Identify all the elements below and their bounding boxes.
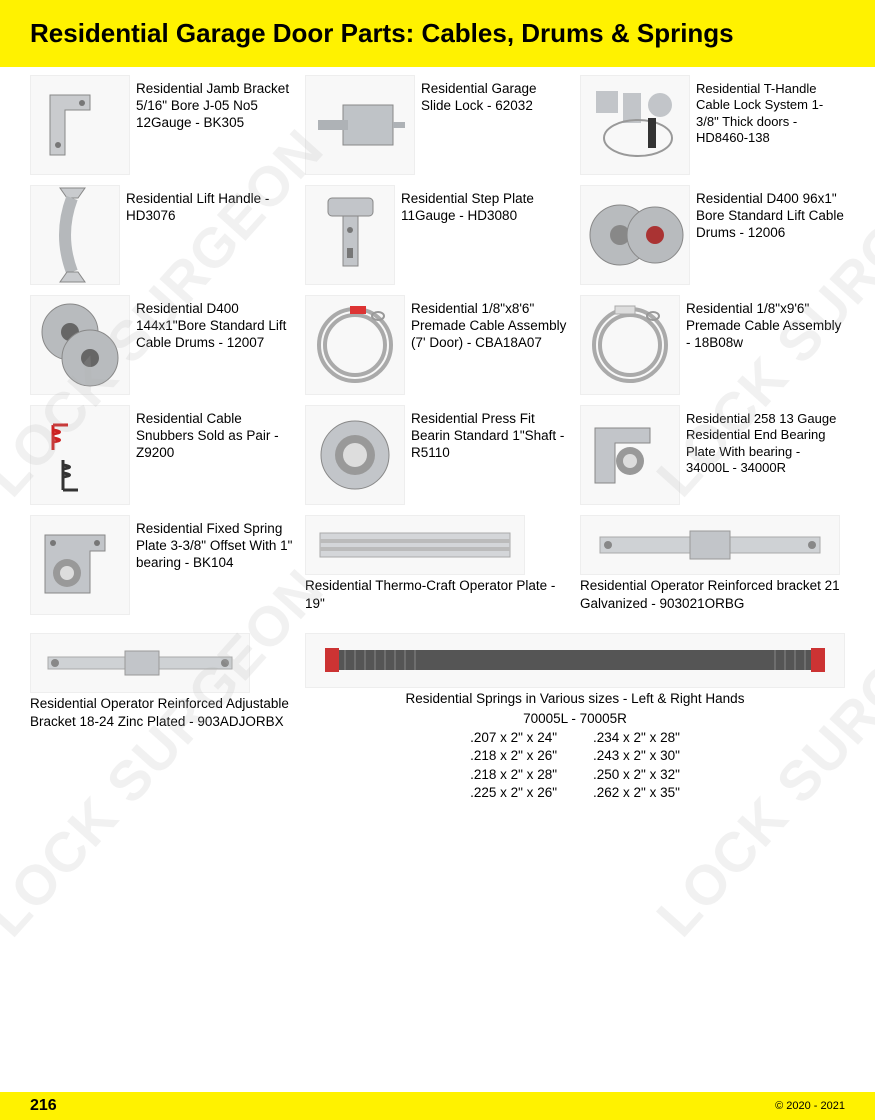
catalog-item-lift-handle: Residential Lift Handle - HD3076 (30, 185, 295, 285)
page-number: 216 (30, 1097, 57, 1115)
product-description: Residential 1/8"x8'6" Premade Cable Asse… (411, 295, 570, 352)
product-codes: 70005L - 70005R (305, 710, 845, 728)
catalog-item-slide-lock: Residential Garage Slide Lock - 62032 (305, 75, 570, 175)
catalog-item-thermo: Residential Thermo-Craft Operator Plate … (305, 515, 570, 615)
product-image (580, 405, 680, 505)
product-description: Residential Jamb Bracket 5/16" Bore J-05… (136, 75, 295, 132)
catalog-item-snubbers: Residential Cable Snubbers Sold as Pair … (30, 405, 295, 505)
size-value: .243 x 2" x 30" (593, 747, 680, 765)
product-description: Residential 258 13 Gauge Residential End… (686, 405, 845, 476)
product-description: Residential Operator Reinforced Adjustab… (30, 695, 295, 730)
size-value: .218 x 2" x 26" (470, 747, 557, 765)
product-description: Residential T-Handle Cable Lock System 1… (696, 75, 845, 146)
catalog-item-press-fit: Residential Press Fit Bearin Standard 1"… (305, 405, 570, 505)
catalog-item-cable-86: Residential 1/8"x8'6" Premade Cable Asse… (305, 295, 570, 395)
product-image (305, 633, 845, 688)
catalog-row: Residential Cable Snubbers Sold as Pair … (30, 405, 845, 505)
catalog-row: Residential Jamb Bracket 5/16" Bore J-05… (30, 75, 845, 175)
size-value: .218 x 2" x 28" (470, 766, 557, 784)
product-description: Residential Press Fit Bearin Standard 1"… (411, 405, 570, 462)
product-image (305, 295, 405, 395)
product-description: Residential Cable Snubbers Sold as Pair … (136, 405, 295, 462)
product-image (30, 75, 130, 175)
product-description: Residential D400 96x1" Bore Standard Lif… (696, 185, 845, 242)
product-image (305, 75, 415, 175)
product-image (580, 515, 840, 575)
product-image (30, 515, 130, 615)
catalog-item-adj-bracket: Residential Operator Reinforced Adjustab… (30, 633, 295, 802)
product-description: Residential 1/8"x9'6" Premade Cable Asse… (686, 295, 845, 352)
catalog-item-drum-144: Residential D400 144x1"Bore Standard Lif… (30, 295, 295, 395)
size-value: .225 x 2" x 26" (470, 784, 557, 802)
size-value: .234 x 2" x 28" (593, 729, 680, 747)
catalog-item-step-plate: Residential Step Plate 11Gauge - HD3080 (305, 185, 570, 285)
product-description: Residential Garage Slide Lock - 62032 (421, 75, 570, 115)
size-value: .262 x 2" x 35" (593, 784, 680, 802)
page-footer: 216 © 2020 - 2021 (0, 1092, 875, 1120)
spring-sizes-col1: .207 x 2" x 24" .218 x 2" x 26" .218 x 2… (470, 729, 557, 802)
product-description: Residential Step Plate 11Gauge - HD3080 (401, 185, 570, 225)
product-description: Residential Operator Reinforced bracket … (580, 577, 845, 612)
product-image (30, 633, 250, 693)
catalog-item-cable-96: Residential 1/8"x9'6" Premade Cable Asse… (580, 295, 845, 395)
catalog-content: Residential Jamb Bracket 5/16" Bore J-05… (0, 75, 875, 822)
catalog-row: Residential Lift Handle - HD3076 Residen… (30, 185, 845, 285)
copyright: © 2020 - 2021 (775, 1100, 845, 1112)
product-image (305, 405, 405, 505)
catalog-row: Residential D400 144x1"Bore Standard Lif… (30, 295, 845, 395)
catalog-item-fixed-spring: Residential Fixed Spring Plate 3-3/8" Of… (30, 515, 295, 615)
product-image (580, 75, 690, 175)
page-title: Residential Garage Door Parts: Cables, D… (30, 18, 845, 49)
product-image (580, 185, 690, 285)
catalog-item-reinforced-21: Residential Operator Reinforced bracket … (580, 515, 845, 615)
catalog-row: Residential Fixed Spring Plate 3-3/8" Of… (30, 515, 845, 615)
product-description: Residential Lift Handle - HD3076 (126, 185, 295, 225)
product-description: Residential Springs in Various sizes - L… (305, 690, 845, 708)
size-value: .250 x 2" x 32" (593, 766, 680, 784)
catalog-row: Residential Operator Reinforced Adjustab… (30, 633, 845, 802)
size-value: .207 x 2" x 24" (470, 729, 557, 747)
catalog-item-t-handle: Residential T-Handle Cable Lock System 1… (580, 75, 845, 175)
catalog-item-jamb-bracket: Residential Jamb Bracket 5/16" Bore J-05… (30, 75, 295, 175)
product-image (30, 185, 120, 285)
product-description: Residential Fixed Spring Plate 3-3/8" Of… (136, 515, 295, 572)
catalog-item-drum-96: Residential D400 96x1" Bore Standard Lif… (580, 185, 845, 285)
product-description: Residential D400 144x1"Bore Standard Lif… (136, 295, 295, 352)
page-header: Residential Garage Door Parts: Cables, D… (0, 0, 875, 67)
product-image (30, 405, 130, 505)
catalog-item-springs: Residential Springs in Various sizes - L… (305, 633, 845, 802)
catalog-item-end-bearing: Residential 258 13 Gauge Residential End… (580, 405, 845, 505)
product-image (30, 295, 130, 395)
spring-sizes: .207 x 2" x 24" .218 x 2" x 26" .218 x 2… (305, 729, 845, 802)
product-image (305, 185, 395, 285)
spring-sizes-col2: .234 x 2" x 28" .243 x 2" x 30" .250 x 2… (593, 729, 680, 802)
product-image (580, 295, 680, 395)
product-description: Residential Thermo-Craft Operator Plate … (305, 577, 570, 612)
product-image (305, 515, 525, 575)
